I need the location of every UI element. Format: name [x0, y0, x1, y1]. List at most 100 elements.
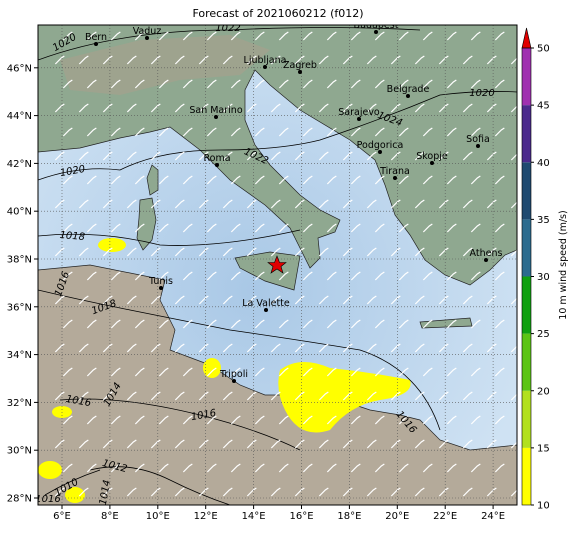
barb	[86, 127, 97, 137]
barb	[494, 319, 505, 329]
city-dot	[378, 150, 382, 154]
barb	[254, 127, 265, 137]
barb	[254, 31, 265, 41]
barb	[326, 463, 337, 473]
barb	[326, 415, 337, 425]
barb	[198, 439, 209, 449]
lon-label: 20°E	[385, 511, 409, 522]
barb	[198, 391, 209, 401]
isobar-label: 1022	[215, 23, 240, 34]
barb	[254, 79, 265, 89]
city-dot	[476, 144, 480, 148]
barb	[182, 223, 193, 233]
barb	[126, 151, 137, 161]
barb	[206, 175, 217, 185]
barb	[222, 439, 233, 449]
colorbar-segment	[522, 219, 531, 277]
barb	[422, 127, 433, 137]
barb	[462, 343, 473, 353]
lat-label: 40°N	[7, 207, 32, 218]
barb	[126, 295, 137, 305]
colorbar-tick-label: 15	[537, 443, 550, 454]
barb	[78, 103, 89, 113]
barb	[134, 319, 145, 329]
barb	[318, 391, 329, 401]
barb	[278, 271, 289, 281]
barb	[350, 319, 361, 329]
colorbar-segment	[522, 105, 531, 163]
barb	[302, 367, 313, 377]
barb	[366, 487, 377, 497]
barb	[102, 103, 113, 113]
barb	[206, 271, 217, 281]
barb	[62, 79, 73, 89]
barb	[206, 415, 217, 425]
barb	[510, 393, 517, 401]
isobar-label: 1016	[190, 408, 217, 423]
barb	[230, 223, 241, 233]
city-label: Tripoli	[219, 369, 248, 380]
barb	[374, 319, 385, 329]
barb	[326, 223, 337, 233]
barb	[254, 415, 265, 425]
barb	[126, 247, 137, 257]
colorbar-segment	[522, 390, 531, 448]
barb	[366, 103, 377, 113]
barb	[494, 31, 505, 41]
isobars	[38, 27, 517, 505]
barb	[150, 151, 161, 161]
barb	[198, 487, 209, 497]
lat-label: 32°N	[7, 398, 32, 409]
barb	[510, 297, 517, 305]
barb	[318, 295, 329, 305]
barb	[494, 223, 505, 233]
barb	[414, 487, 425, 497]
barb	[134, 367, 145, 377]
barb	[86, 79, 97, 89]
barb	[230, 175, 241, 185]
barb	[62, 223, 73, 233]
barb	[222, 199, 233, 209]
barb	[326, 127, 337, 137]
barb	[206, 223, 217, 233]
city-label: Sofia	[466, 134, 490, 145]
barb	[302, 223, 313, 233]
barb	[350, 463, 361, 473]
barb	[86, 31, 97, 41]
lon-label: 12°E	[194, 511, 218, 522]
barb	[174, 199, 185, 209]
colorbar-tick-label: 40	[537, 158, 550, 169]
barb	[62, 175, 73, 185]
barb	[182, 463, 193, 473]
barb	[422, 31, 433, 41]
barb	[126, 55, 137, 65]
isobar-label: 1018	[59, 230, 85, 243]
barb	[86, 463, 97, 473]
barb	[158, 463, 169, 473]
barb	[222, 343, 233, 353]
barb	[366, 343, 377, 353]
barb	[150, 55, 161, 65]
barb	[102, 487, 113, 497]
barb	[398, 175, 409, 185]
colorbar-tick-label: 50	[537, 44, 550, 55]
barb	[374, 367, 385, 377]
city-dot	[214, 115, 218, 119]
barb	[222, 103, 233, 113]
map-frame	[37, 24, 518, 506]
barb	[150, 487, 161, 497]
barb	[350, 31, 361, 41]
city-dot	[484, 258, 488, 262]
city-dot	[232, 379, 236, 383]
barb	[230, 367, 241, 377]
barb	[422, 367, 433, 377]
colorbar-tick-label: 30	[537, 272, 550, 283]
barb	[398, 223, 409, 233]
lon-label: 10°E	[146, 511, 170, 522]
barb	[422, 175, 433, 185]
city-label: Ljubljana	[244, 55, 287, 66]
barb	[230, 31, 241, 41]
barb	[278, 175, 289, 185]
colorbar-tick-label: 45	[537, 101, 550, 112]
